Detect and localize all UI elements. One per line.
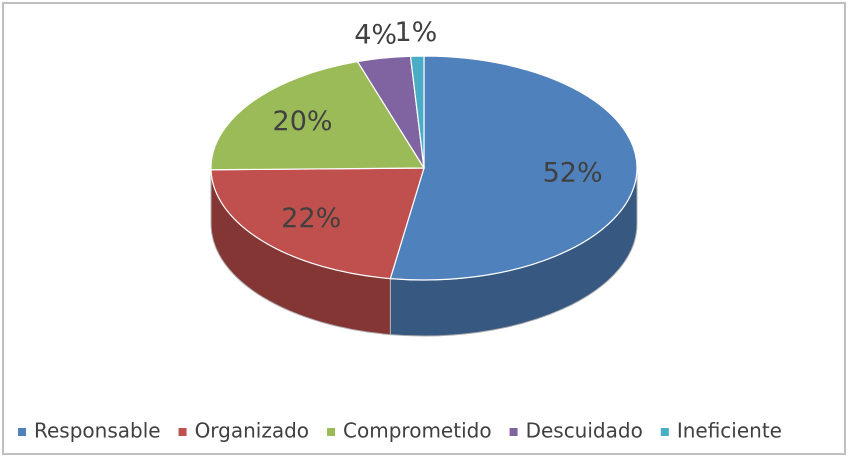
data-label: 52% <box>543 158 603 189</box>
pie-slice <box>409 55 425 169</box>
data-label: 1% <box>394 17 437 48</box>
legend-label: Descuidado <box>526 419 643 443</box>
legend-label: Comprometido <box>343 419 492 443</box>
data-label: 4% <box>354 20 397 51</box>
legend-swatch <box>509 428 518 436</box>
legend-label: Responsable <box>34 419 161 443</box>
legend-label: Organizado <box>195 419 309 443</box>
legend-swatch <box>327 428 336 436</box>
legend-swatch <box>660 428 669 436</box>
data-label: 22% <box>281 203 341 234</box>
data-label: 20% <box>273 106 333 137</box>
pie-slice <box>210 60 426 171</box>
pie-slice <box>210 167 425 280</box>
legend-swatch <box>18 428 26 436</box>
legend-label: Ineficiente <box>677 419 782 443</box>
legend-swatch <box>178 428 187 436</box>
pie-slice <box>389 55 638 281</box>
